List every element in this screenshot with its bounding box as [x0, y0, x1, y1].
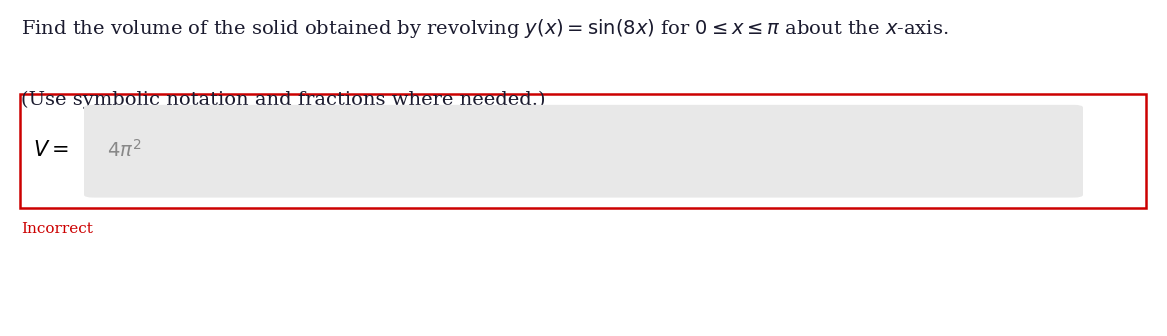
Text: $V =$: $V =$ [33, 139, 69, 160]
Text: (Use symbolic notation and fractions where needed.): (Use symbolic notation and fractions whe… [21, 91, 545, 109]
FancyBboxPatch shape [20, 94, 1146, 208]
Text: Find the volume of the solid obtained by revolving $y(x) = \sin(8x)$ for $0 \leq: Find the volume of the solid obtained by… [21, 17, 949, 40]
Text: Incorrect: Incorrect [21, 222, 93, 236]
FancyBboxPatch shape [84, 105, 1083, 198]
Text: $4\pi^2$: $4\pi^2$ [107, 138, 141, 161]
